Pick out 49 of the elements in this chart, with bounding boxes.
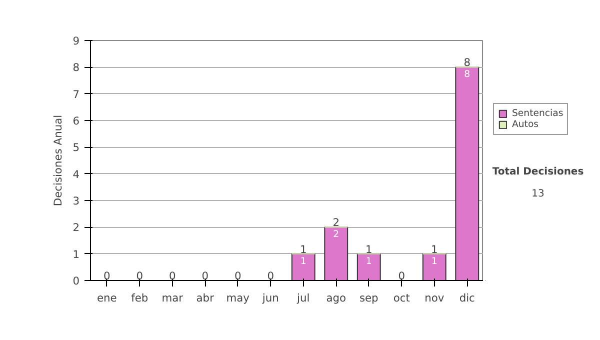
x-tick-label: ene bbox=[96, 292, 117, 304]
total-label: 0 bbox=[168, 270, 176, 282]
data-label: 2 bbox=[333, 229, 340, 240]
bar bbox=[422, 253, 446, 280]
y-tick-label: 6 bbox=[72, 114, 80, 128]
data-label: 1 bbox=[366, 256, 372, 267]
total-label: 1 bbox=[365, 242, 372, 256]
data-label: 8 bbox=[464, 69, 470, 80]
x-tick-label: nov bbox=[424, 292, 444, 304]
total-label: 0 bbox=[136, 270, 144, 282]
bar bbox=[324, 226, 348, 280]
legend-label: Autos bbox=[512, 119, 539, 130]
text: Total Decisiones bbox=[492, 166, 584, 178]
x-tick-label: oct bbox=[393, 292, 410, 304]
legend-label: Sentencias bbox=[512, 108, 564, 119]
x-tick-label: sep bbox=[359, 292, 379, 304]
total-label: 0 bbox=[267, 270, 274, 282]
x-tick-label: ago bbox=[326, 292, 346, 304]
y-tick-label: 9 bbox=[72, 34, 80, 48]
total-label: 0 bbox=[234, 270, 242, 282]
data-label: 1 bbox=[300, 256, 306, 267]
total-label: 2 bbox=[332, 216, 340, 230]
data-label: 1 bbox=[431, 256, 438, 267]
total-label: 1 bbox=[300, 242, 307, 256]
x-tick-label: dic bbox=[459, 292, 476, 304]
x-tick-label: mar bbox=[162, 292, 184, 304]
total-label: 0 bbox=[103, 270, 110, 282]
text: 13 bbox=[532, 188, 544, 200]
y-axis-title: Decisiones Anual bbox=[52, 114, 65, 206]
total-label: 0 bbox=[202, 270, 209, 282]
bar bbox=[455, 66, 480, 280]
total-label: 8 bbox=[464, 56, 471, 70]
y-tick-label: 5 bbox=[72, 141, 80, 154]
x-tick-label: may bbox=[226, 292, 250, 304]
y-tick-label: 0 bbox=[72, 274, 80, 288]
y-tick-label: 1 bbox=[72, 248, 80, 261]
x-tick-label: abr bbox=[196, 292, 215, 304]
bar bbox=[291, 253, 316, 280]
x-tick-label: jun bbox=[261, 292, 279, 304]
x-tick-label: feb bbox=[131, 292, 148, 304]
total-label: 1 bbox=[430, 242, 438, 256]
bar bbox=[356, 253, 381, 280]
y-tick-label: 2 bbox=[72, 221, 80, 234]
total-label: 0 bbox=[398, 270, 406, 282]
y-tick-label: 3 bbox=[72, 194, 80, 208]
y-tick-label: 4 bbox=[72, 168, 80, 181]
y-tick-label: 8 bbox=[72, 61, 80, 74]
y-tick-label: 7 bbox=[72, 88, 80, 101]
x-tick-label: jul bbox=[296, 292, 310, 304]
